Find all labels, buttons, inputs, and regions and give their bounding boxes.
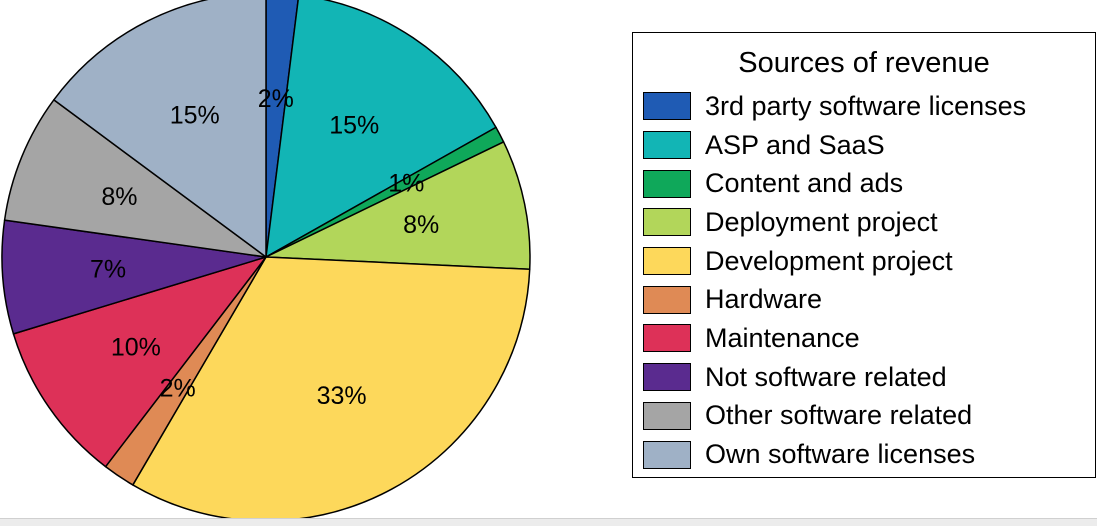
slice-label-hardware: 2% [160,375,196,403]
slice-label-not-software-related: 7% [90,255,126,283]
slice-label-deployment-project: 8% [403,211,439,239]
slice-label-other-software-related: 8% [101,183,137,211]
legend-swatch-not-software-related [643,363,691,392]
pie-slice-maintenance [12,256,267,468]
legend-label-deployment-project: Deployment project [705,206,938,237]
window-bottom-edge [0,518,1097,526]
legend-label-not-software-related: Not software related [705,361,947,392]
legend-swatch-hardware [643,285,691,314]
pie-slice-other-software-related [3,99,267,258]
legend-label-own-software-licenses: Own software licenses [705,439,976,470]
slice-label-content-and-ads: 1% [388,170,424,198]
legend-item-maintenance: Maintenance [643,319,1026,358]
pie-slice-not-software-related [1,219,267,335]
legend-item-3rd-party-software-licenses: 3rd party software licenses [643,87,1026,126]
legend-item-own-software-licenses: Own software licenses [643,435,1026,474]
legend-item-not-software-related: Not software related [643,358,1026,397]
pie-slice-deployment-project [265,141,531,271]
legend-swatch-own-software-licenses [643,440,691,469]
legend-label-development-project: Development project [705,245,953,276]
legend-item-asp-and-saas: ASP and SaaS [643,126,1026,165]
legend-list: 3rd party software licenses ASP and SaaS C… [643,87,1026,474]
legend-swatch-content-and-ads [643,169,691,198]
legend-swatch-maintenance [643,324,691,353]
slice-label-3rd-party-software-licenses: 2% [258,85,294,113]
legend-swatch-other-software-related [643,401,691,430]
legend-swatch-development-project [643,247,691,276]
legend-label-asp-and-saas: ASP and SaaS [705,129,885,160]
legend-label-content-and-ads: Content and ads [705,168,904,199]
slice-label-asp-and-saas: 15% [329,111,379,139]
legend: Sources of revenue 3rd party software li… [632,32,1096,478]
slice-label-maintenance: 10% [111,333,161,361]
legend-item-deployment-project: Deployment project [643,203,1026,242]
pie-slice-asp-and-saas [265,0,497,258]
pie-chart-canvas: 2% 15% 1% 8% 33% 2% 10% 7% 8% 15% [1,0,531,522]
legend-label-hardware: Hardware [705,284,823,315]
legend-swatch-asp-and-saas [643,131,691,160]
legend-swatch-deployment-project [643,208,691,237]
legend-item-content-and-ads: Content and ads [643,164,1026,203]
legend-item-other-software-related: Other software related [643,397,1026,436]
legend-item-development-project: Development project [643,242,1026,281]
pie-slice-own-software-licenses [53,0,267,258]
legend-title: Sources of revenue [738,47,990,79]
slice-label-development-project: 33% [317,382,367,410]
legend-label-maintenance: Maintenance [705,322,860,353]
legend-label-3rd-party-software-licenses: 3rd party software licenses [705,90,1027,121]
slice-label-own-software-licenses: 15% [170,102,220,130]
legend-swatch-3rd-party-software-licenses [643,92,691,121]
legend-item-hardware: Hardware [643,280,1026,319]
pie-slice-development-project [132,256,531,522]
legend-label-other-software-related: Other software related [705,400,973,431]
